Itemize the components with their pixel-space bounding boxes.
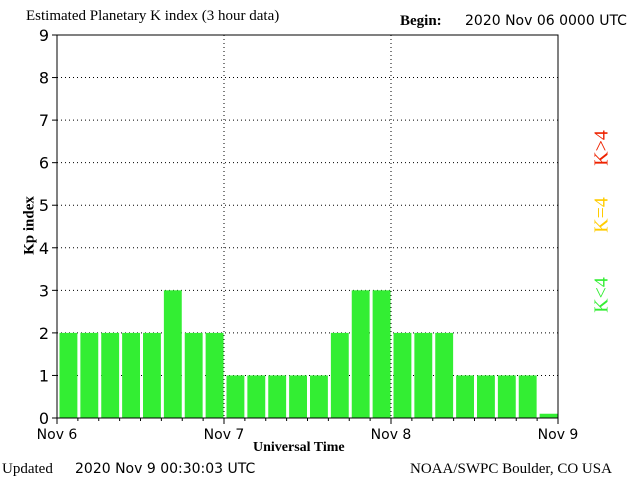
- y-tick-label-9: 9: [39, 26, 49, 45]
- x-axis-label: Universal Time: [253, 440, 345, 455]
- y-tick-label-3: 3: [39, 281, 49, 300]
- bar-22: [518, 375, 537, 418]
- bar-4: [143, 332, 161, 418]
- credit-text: NOAA/SWPC Boulder, CO USA: [410, 461, 612, 477]
- x-day-label-0: Nov 6: [37, 427, 78, 443]
- bar-12: [310, 375, 328, 418]
- bar-18: [435, 332, 454, 418]
- legend-item-below-4: K<4: [588, 260, 616, 330]
- legend-label-below-4: K<4: [590, 277, 613, 313]
- begin-value: 2020 Nov 06 0000 UTC: [465, 13, 627, 29]
- y-tick-label-7: 7: [39, 111, 49, 130]
- y-tick-label-2: 2: [39, 324, 49, 343]
- bar-15: [372, 290, 391, 418]
- bar-3: [122, 332, 140, 418]
- bar-16: [393, 332, 412, 418]
- bar-13: [330, 332, 349, 418]
- bar-23: [539, 413, 558, 418]
- bar-17: [414, 332, 433, 418]
- bar-1: [80, 332, 99, 418]
- bar-7: [205, 332, 224, 418]
- bar-10: [268, 375, 287, 418]
- legend-item-equal-4: K=4: [588, 180, 616, 250]
- y-tick-label-1: 1: [39, 366, 49, 385]
- x-day-label-3: Nov 9: [538, 427, 579, 443]
- y-tick-label-5: 5: [39, 196, 49, 215]
- y-tick-label-0: 0: [39, 409, 49, 428]
- bar-20: [477, 375, 495, 418]
- bar-21: [497, 375, 516, 418]
- updated-label: Updated: [2, 461, 53, 477]
- x-day-label-2: Nov 8: [371, 427, 412, 443]
- legend-label-above-4: K>4: [590, 130, 613, 166]
- bar-2: [101, 332, 120, 418]
- legend-item-above-4: K>4: [588, 113, 616, 183]
- bar-6: [184, 332, 203, 418]
- begin-label: Begin:: [400, 13, 442, 29]
- bar-5: [163, 290, 182, 418]
- x-day-label-1: Nov 7: [204, 427, 245, 443]
- legend-label-equal-4: K=4: [590, 197, 613, 233]
- bar-11: [289, 375, 307, 418]
- y-axis-label: Kp index: [21, 196, 38, 255]
- bar-8: [226, 375, 245, 418]
- bar-9: [247, 375, 266, 418]
- bar-19: [456, 375, 474, 418]
- bar-14: [351, 290, 370, 418]
- updated-value: 2020 Nov 9 00:30:03 UTC: [75, 461, 256, 477]
- y-tick-label-4: 4: [39, 239, 49, 258]
- bar-0: [59, 332, 78, 418]
- y-tick-label-8: 8: [39, 69, 49, 88]
- y-tick-label-6: 6: [39, 154, 49, 173]
- chart-title: Estimated Planetary K index (3 hour data…: [26, 8, 280, 24]
